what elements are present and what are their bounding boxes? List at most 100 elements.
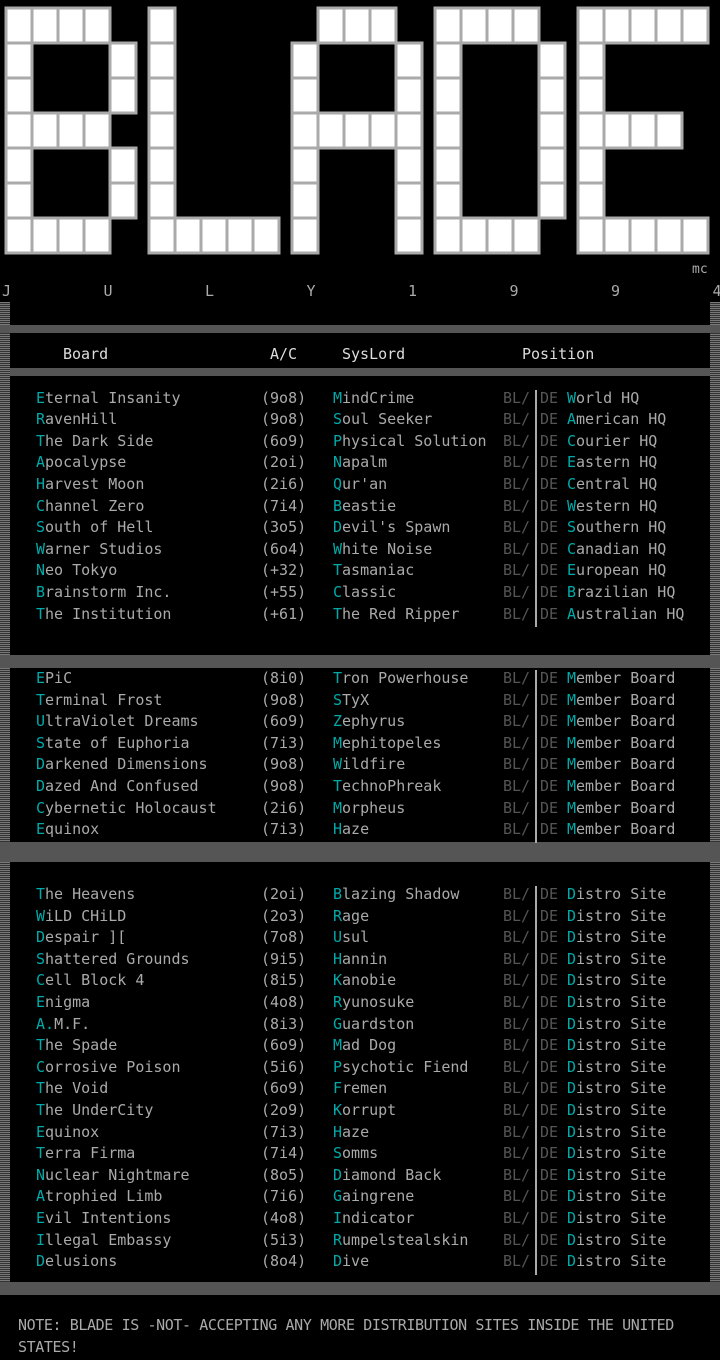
logo-block <box>147 216 177 255</box>
bl-label: BL/ <box>503 690 531 709</box>
frame-bar <box>0 655 720 668</box>
position-label: Distro Site <box>567 949 667 968</box>
syslord-name: Rumpelstealskin <box>333 1230 469 1249</box>
logo-block <box>199 216 229 255</box>
syslord-name: Mad Dog <box>333 1036 397 1055</box>
list-item: Terra Firma (7i4) Somms BL/DE Distro Site <box>0 1143 720 1165</box>
board-name: Cell Block 4 <box>36 971 145 990</box>
bl-label: BL/ <box>503 1165 531 1184</box>
list-item: The Heavens (2oi) Blazing Shadow BL/DE Distr… <box>0 884 720 906</box>
list-item: The Institution (+61) The Red Ripper BL/DE A… <box>0 604 720 626</box>
de-label: DE <box>540 1122 559 1141</box>
list-item: Neo Tokyo (+32) Tasmaniac BL/DE European HQ <box>0 560 720 582</box>
de-label: DE <box>540 971 559 990</box>
logo-block <box>459 6 489 45</box>
list-item: Dazed And Confused (9o8) TechnoPhreak BL/DE… <box>0 776 720 798</box>
position-label: Canadian HQ <box>567 539 667 558</box>
logo-block <box>576 181 606 220</box>
syslord-name: Qur'an <box>333 474 388 493</box>
board-name: The Void <box>36 1079 109 1098</box>
syslord-name: Gaingrene <box>333 1187 415 1206</box>
header-position: Position <box>522 345 595 363</box>
position-label: World HQ <box>567 388 640 407</box>
list-item: Evil Intentions (4o8) Indicator BL/DE Distro… <box>0 1208 720 1230</box>
ac-code: (6o9) <box>261 1079 307 1098</box>
board-name: Terra Firma <box>36 1144 136 1163</box>
syslord-name: Soul Seeker <box>333 410 433 429</box>
de-label: DE <box>540 1230 559 1249</box>
list-item: The Spade (6o9) Mad Dog BL/DE Distro Site <box>0 1035 720 1057</box>
position-label: Distro Site <box>567 1252 667 1271</box>
bl-label: BL/ <box>503 906 531 925</box>
list-item: Enigma (4o8) Ryunosuke BL/DE Distro Site <box>0 992 720 1014</box>
logo-block <box>628 216 658 255</box>
de-label: DE <box>540 669 559 687</box>
board-name: WiLD CHiLD <box>36 906 127 925</box>
list-item: The Void (6o9) Fremen BL/DE Distro Site <box>0 1078 720 1100</box>
position-label: Australian HQ <box>567 604 685 623</box>
bl-label: BL/ <box>503 820 531 839</box>
board-name: EPiC <box>36 669 73 687</box>
ac-code: (2oi) <box>261 453 307 472</box>
logo-block <box>4 146 34 185</box>
de-label: DE <box>540 906 559 925</box>
list-item: Brainstorm Inc. (+55) Classic BL/DE Brazilia… <box>0 582 720 604</box>
bl-label: BL/ <box>503 431 531 450</box>
board-name: Despair ][ <box>36 928 127 947</box>
logo-block <box>433 6 463 45</box>
board-name: Neo Tokyo <box>36 561 118 580</box>
board-name: Atrophied Limb <box>36 1187 163 1206</box>
bl-label: BL/ <box>503 410 531 429</box>
ac-code: (6o9) <box>261 712 307 731</box>
list-item: Equinox (7i3) Haze BL/DE Distro Site <box>0 1122 720 1144</box>
ac-code: (8o4) <box>261 1252 307 1271</box>
logo-block <box>602 6 632 45</box>
board-name: Nuclear Nightmare <box>36 1165 190 1184</box>
position-label: Member Board <box>567 733 676 752</box>
de-label: DE <box>540 1165 559 1184</box>
board-name: Channel Zero <box>36 496 145 515</box>
date-letter: Y <box>306 282 316 300</box>
syslord-name: Zephyrus <box>333 712 406 731</box>
logo-block <box>82 111 112 150</box>
logo-block <box>511 6 541 45</box>
bl-label: BL/ <box>503 1144 531 1163</box>
logo-block <box>290 216 320 255</box>
position-label: Distro Site <box>567 1230 667 1249</box>
de-label: DE <box>540 885 559 903</box>
logo-block <box>576 6 606 45</box>
logo-block <box>433 216 463 255</box>
logo-block <box>225 216 255 255</box>
syslord-name: Fremen <box>333 1079 388 1098</box>
logo-block <box>56 216 86 255</box>
ac-code: (2oi) <box>261 885 307 903</box>
board-name: UltraViolet Dreams <box>36 712 199 731</box>
position-label: Distro Site <box>567 1187 667 1206</box>
bl-label: BL/ <box>503 1057 531 1076</box>
logo-block <box>342 6 372 45</box>
syslord-name: Classic <box>333 582 397 601</box>
bl-label: BL/ <box>503 1209 531 1227</box>
syslord-name: Kanobie <box>333 971 397 990</box>
list-item: Harvest Moon (2i6) Qur'an BL/DE Central HQ <box>0 474 720 496</box>
position-label: Distro Site <box>567 885 667 903</box>
board-name: Equinox <box>36 1122 100 1141</box>
position-label: Member Board <box>567 777 676 795</box>
logo-block <box>56 6 86 45</box>
ac-code: (8o5) <box>261 1165 307 1184</box>
note-line-1: NOTE: BLADE IS -NOT- ACCEPTING ANY MORE … <box>18 1316 674 1334</box>
list-item: Equinox (7i3) Haze BL/DE Member Board <box>0 819 720 841</box>
de-label: DE <box>540 928 559 947</box>
logo-block <box>485 6 515 45</box>
syslord-name: Ryunosuke <box>333 993 415 1011</box>
ac-code: (8i3) <box>261 1014 307 1033</box>
logo-block <box>290 146 320 185</box>
logo-block <box>628 6 658 45</box>
position-label: Eastern HQ <box>567 453 658 472</box>
bl-label: BL/ <box>503 1187 531 1206</box>
logo-block <box>147 111 177 150</box>
logo-block <box>108 146 138 185</box>
board-name: Evil Intentions <box>36 1209 172 1227</box>
logo-block <box>511 216 541 255</box>
ac-code: (+61) <box>261 604 307 623</box>
